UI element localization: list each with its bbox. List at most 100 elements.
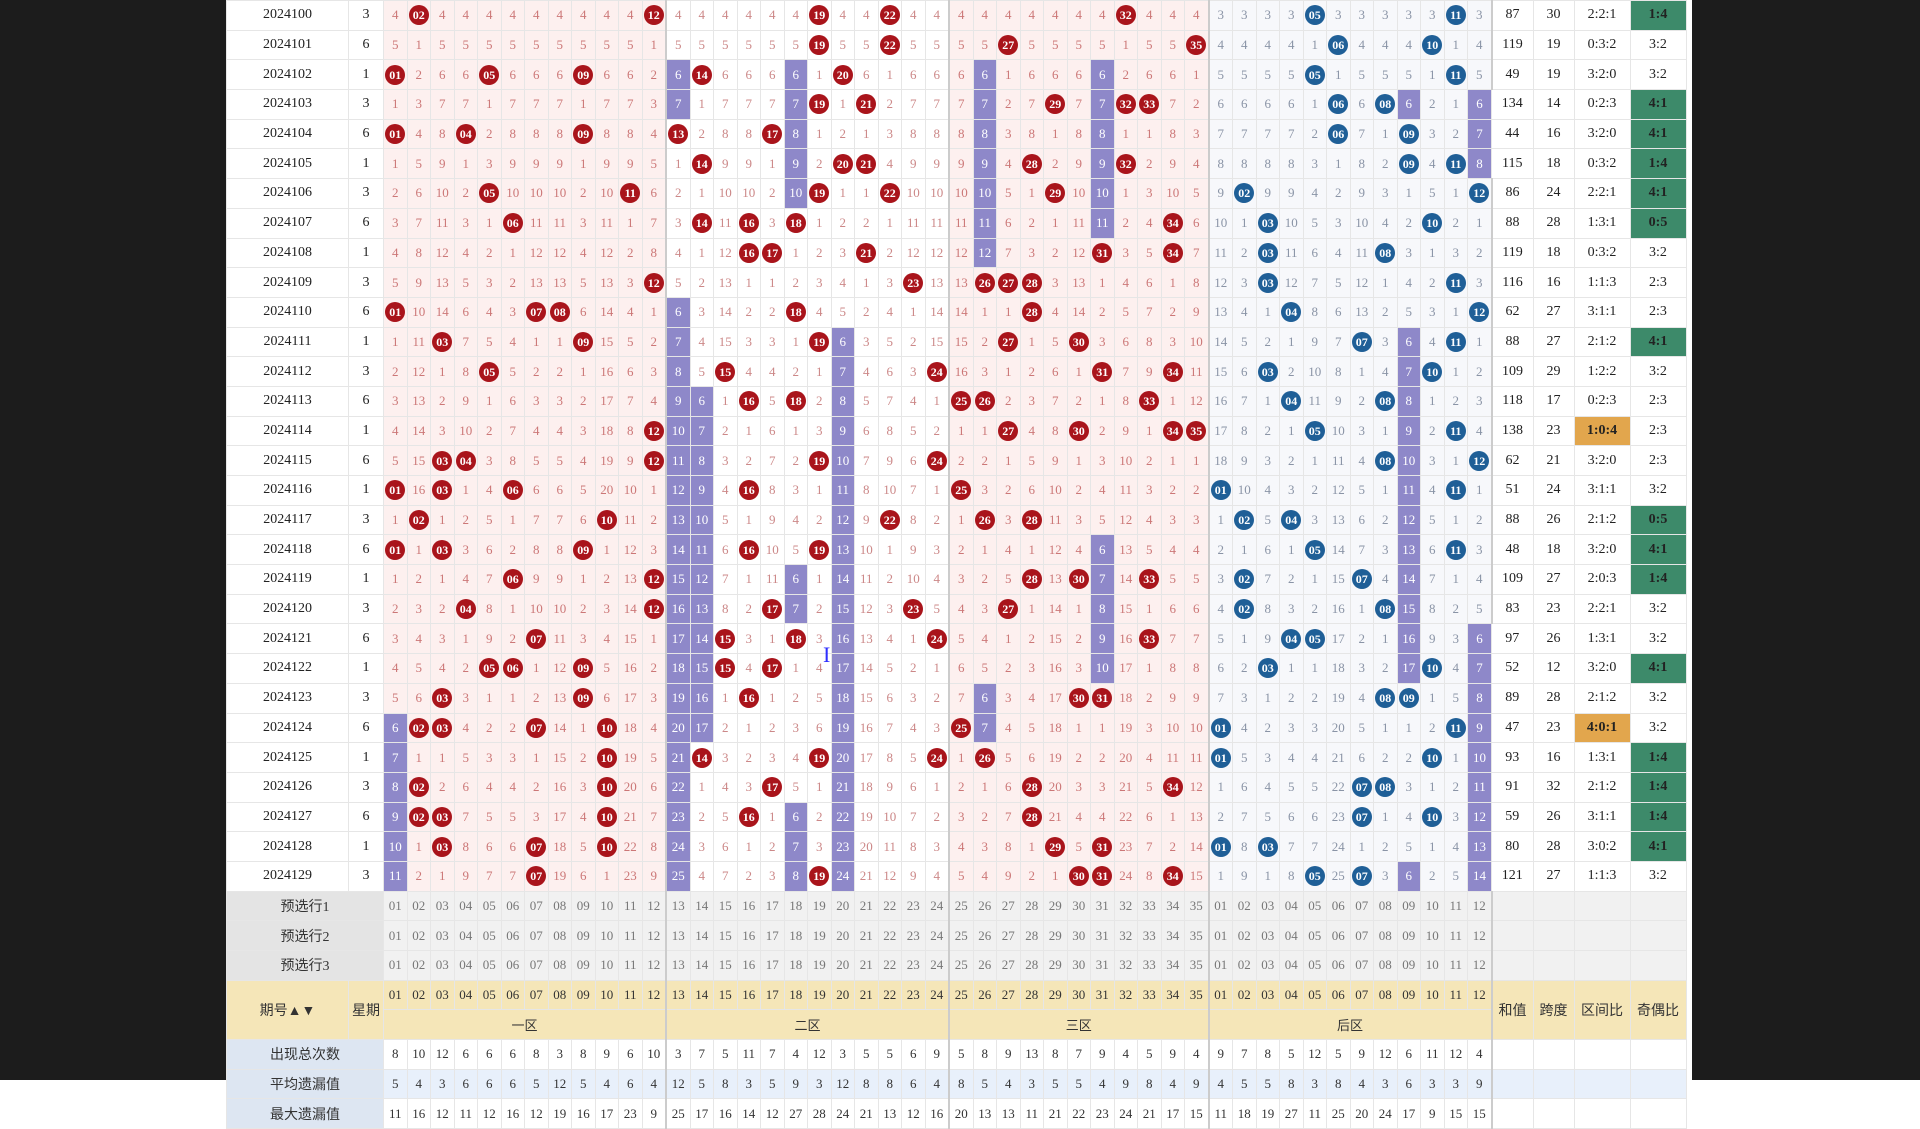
preselect-front-number[interactable]: 12: [641, 890, 667, 922]
preselect-front-number[interactable]: 12: [641, 950, 667, 981]
preselect-front-number[interactable]: 16: [736, 950, 761, 981]
preselect-front-number[interactable]: 17: [760, 890, 785, 922]
preselect-back-number[interactable]: 05: [1302, 950, 1327, 981]
preselect-front-number[interactable]: 20: [830, 950, 855, 981]
preselect-front-number[interactable]: 17: [760, 920, 785, 951]
preselect-front-number[interactable]: 31: [1090, 890, 1115, 922]
preselect-back-number[interactable]: 05: [1302, 920, 1327, 951]
preselect-back-number[interactable]: 01: [1208, 890, 1233, 922]
preselect-front-number[interactable]: 03: [430, 950, 455, 981]
preselect-back-number[interactable]: 11: [1443, 920, 1468, 951]
preselect-front-number[interactable]: 01: [383, 920, 408, 951]
preselect-front-number[interactable]: 19: [807, 950, 832, 981]
preselect-front-number[interactable]: 13: [665, 920, 691, 951]
preselect-front-number[interactable]: 33: [1137, 950, 1162, 981]
preselect-front-number[interactable]: 14: [689, 890, 714, 922]
preselect-back-number[interactable]: 04: [1279, 950, 1304, 981]
preselect-front-number[interactable]: 06: [500, 920, 525, 951]
preselect-front-number[interactable]: 21: [854, 950, 879, 981]
preselect-back-number[interactable]: 06: [1326, 890, 1351, 922]
preselect-back-number[interactable]: 05: [1302, 890, 1327, 922]
preselect-front-number[interactable]: 30: [1066, 920, 1091, 951]
preselect-back-number[interactable]: 04: [1279, 920, 1304, 951]
preselect-back-number[interactable]: 02: [1232, 890, 1257, 922]
preselect-front-number[interactable]: 30: [1066, 950, 1091, 981]
preselect-front-number[interactable]: 31: [1090, 920, 1115, 951]
preselect-back-number[interactable]: 09: [1396, 920, 1421, 951]
preselect-front-number[interactable]: 19: [807, 920, 832, 951]
preselect-front-number[interactable]: 25: [948, 920, 974, 951]
preselect-front-number[interactable]: 32: [1113, 890, 1138, 922]
preselect-back-number[interactable]: 09: [1396, 890, 1421, 922]
preselect-back-number[interactable]: 07: [1349, 920, 1374, 951]
preselect-front-number[interactable]: 13: [665, 890, 691, 922]
preselect-front-number[interactable]: 08: [547, 950, 572, 981]
preselect-front-number[interactable]: 12: [641, 920, 667, 951]
preselect-front-number[interactable]: 14: [689, 920, 714, 951]
preselect-front-number[interactable]: 04: [453, 920, 478, 951]
preselect-front-number[interactable]: 03: [430, 920, 455, 951]
preselect-front-number[interactable]: 21: [854, 920, 879, 951]
preselect-front-number[interactable]: 23: [901, 890, 926, 922]
preselect-front-number[interactable]: 18: [783, 920, 808, 951]
preselect-front-number[interactable]: 24: [924, 920, 950, 951]
preselect-back-number[interactable]: 12: [1467, 920, 1493, 951]
preselect-front-number[interactable]: 35: [1184, 920, 1210, 951]
preselect-front-number[interactable]: 11: [618, 950, 643, 981]
preselect-back-number[interactable]: 09: [1396, 950, 1421, 981]
preselect-front-number[interactable]: 29: [1043, 920, 1068, 951]
preselect-back-number[interactable]: 06: [1326, 920, 1351, 951]
preselect-front-number[interactable]: 07: [524, 950, 549, 981]
preselect-front-number[interactable]: 14: [689, 950, 714, 981]
preselect-front-number[interactable]: 28: [1019, 890, 1044, 922]
preselect-front-number[interactable]: 09: [571, 950, 596, 981]
preselect-front-number[interactable]: 24: [924, 890, 950, 922]
preselect-front-number[interactable]: 11: [618, 890, 643, 922]
preselect-front-number[interactable]: 19: [807, 890, 832, 922]
preselect-front-number[interactable]: 34: [1160, 890, 1185, 922]
preselect-front-number[interactable]: 20: [830, 920, 855, 951]
preselect-front-number[interactable]: 01: [383, 950, 408, 981]
preselect-front-number[interactable]: 34: [1160, 920, 1185, 951]
preselect-front-number[interactable]: 10: [594, 950, 619, 981]
lottery-trend-chart[interactable]: 2024100 3 4 02 4 4 4 4 4 4 4 4 4 12 4 4 4 4 4 4 19 4 4 22 4 4 4 4 4 4…: [226, 0, 1692, 1129]
preselect-back-number[interactable]: 08: [1373, 950, 1398, 981]
preselect-front-number[interactable]: 21: [854, 890, 879, 922]
preselect-back-number[interactable]: 02: [1232, 950, 1257, 981]
preselect-back-number[interactable]: 03: [1255, 920, 1280, 951]
preselect-back-number[interactable]: 07: [1349, 890, 1374, 922]
preselect-back-number[interactable]: 11: [1443, 890, 1468, 922]
preselect-front-number[interactable]: 29: [1043, 950, 1068, 981]
preselect-front-number[interactable]: 09: [571, 920, 596, 951]
preselect-front-number[interactable]: 08: [547, 890, 572, 922]
preselect-front-number[interactable]: 31: [1090, 950, 1115, 981]
preselect-front-number[interactable]: 27: [996, 920, 1021, 951]
preselect-front-number[interactable]: 26: [972, 890, 997, 922]
preselect-front-number[interactable]: 25: [948, 950, 974, 981]
preselect-back-number[interactable]: 01: [1208, 950, 1233, 981]
preselect-front-number[interactable]: 13: [665, 950, 691, 981]
period-sort-header[interactable]: 期号▲▼: [226, 979, 349, 1041]
preselect-front-number[interactable]: 16: [736, 920, 761, 951]
preselect-front-number[interactable]: 09: [571, 890, 596, 922]
preselect-front-number[interactable]: 34: [1160, 950, 1185, 981]
preselect-front-number[interactable]: 06: [500, 890, 525, 922]
preselect-front-number[interactable]: 04: [453, 950, 478, 981]
preselect-front-number[interactable]: 15: [713, 950, 738, 981]
preselect-back-number[interactable]: 08: [1373, 890, 1398, 922]
preselect-front-number[interactable]: 02: [406, 920, 431, 951]
preselect-front-number[interactable]: 02: [406, 950, 431, 981]
preselect-front-number[interactable]: 22: [877, 920, 902, 951]
preselect-front-number[interactable]: 35: [1184, 890, 1210, 922]
preselect-front-number[interactable]: 22: [877, 890, 902, 922]
preselect-front-number[interactable]: 23: [901, 920, 926, 951]
preselect-front-number[interactable]: 28: [1019, 920, 1044, 951]
preselect-front-number[interactable]: 07: [524, 890, 549, 922]
preselect-front-number[interactable]: 06: [500, 950, 525, 981]
preselect-back-number[interactable]: 10: [1420, 950, 1445, 981]
preselect-back-number[interactable]: 02: [1232, 920, 1257, 951]
preselect-front-number[interactable]: 26: [972, 920, 997, 951]
preselect-front-number[interactable]: 30: [1066, 890, 1091, 922]
preselect-front-number[interactable]: 05: [477, 890, 502, 922]
preselect-back-number[interactable]: 06: [1326, 950, 1351, 981]
